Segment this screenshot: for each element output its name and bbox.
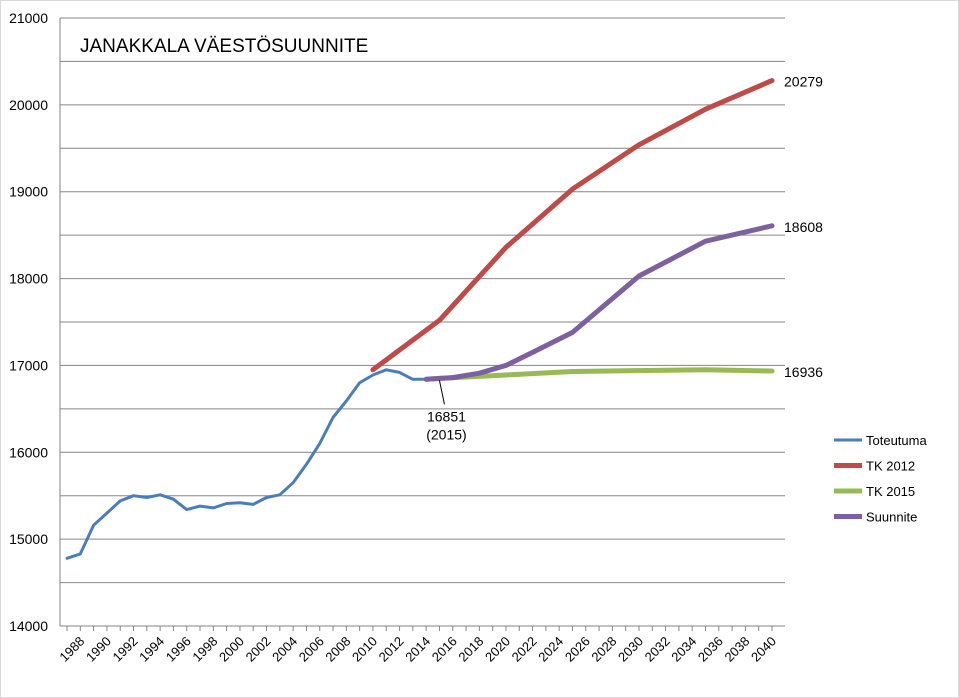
x-tick-label: 2036	[695, 634, 726, 665]
annotation-2015: 16851 (2015)	[426, 380, 467, 442]
x-tick-label: 1992	[110, 634, 141, 665]
annotation-value: 16851	[427, 408, 466, 424]
y-tick-label: 19000	[9, 184, 48, 200]
x-tick-label: 1996	[163, 634, 194, 665]
x-tick-label: 2010	[349, 634, 380, 665]
legend-label: TK 2015	[866, 484, 915, 499]
x-tick-label: 2014	[402, 634, 433, 665]
gridlines	[60, 17, 785, 584]
end-value-labels: 20279 18608 16936	[784, 74, 823, 380]
x-tick-label: 2002	[243, 634, 274, 665]
annotation-year: (2015)	[426, 426, 466, 442]
x-tick-label: 1998	[189, 634, 220, 665]
x-tick-label: 2006	[296, 634, 327, 665]
x-tick-label: 1994	[136, 634, 167, 665]
chart-title: JANAKKALA VÄESTÖSUUNNITE	[80, 36, 368, 57]
y-tick-label: 20000	[9, 97, 48, 113]
x-tick-label: 2028	[588, 634, 619, 665]
x-tick-label: 2038	[721, 634, 752, 665]
series-line-tk-2012	[370, 78, 775, 373]
end-label: 16936	[784, 364, 823, 380]
x-tick-label: 2016	[429, 634, 460, 665]
series-lines	[65, 78, 775, 560]
x-tick-label: 2022	[509, 634, 540, 665]
series-line-suunnite	[423, 223, 775, 382]
x-axis-ticks	[66, 626, 773, 631]
y-tick-label: 16000	[9, 444, 48, 460]
y-tick-label: 18000	[9, 271, 48, 287]
x-tick-label: 2026	[562, 634, 593, 665]
y-tick-label: 21000	[9, 10, 48, 26]
y-tick-label: 14000	[9, 618, 48, 634]
y-tick-label: 17000	[9, 357, 48, 373]
x-axis-labels: 1988199019921994199619982000200220042006…	[56, 634, 779, 665]
x-tick-label: 2034	[668, 634, 699, 665]
legend-label: Toteutuma	[866, 433, 927, 448]
x-tick-label: 2018	[455, 634, 486, 665]
series-line-toteutuma	[65, 368, 428, 560]
legend-label: Suunnite	[866, 510, 917, 525]
x-tick-label: 1990	[83, 634, 114, 665]
x-tick-label: 2012	[376, 634, 407, 665]
end-label: 18608	[784, 219, 823, 235]
x-tick-label: 2032	[642, 634, 673, 665]
annotation-leader-line	[438, 380, 445, 405]
x-tick-label: 1988	[56, 634, 87, 665]
x-tick-label: 2030	[615, 634, 646, 665]
x-tick-label: 2004	[269, 634, 300, 665]
legend: Toteutuma TK 2012 TK 2015 Suunnite	[834, 433, 927, 525]
y-axis-labels: 14000 15000 16000 17000 18000 19000 20000 21000	[9, 10, 48, 634]
x-tick-label: 2024	[535, 634, 566, 665]
y-tick-label: 15000	[9, 531, 48, 547]
end-label: 20279	[784, 74, 823, 90]
x-tick-label: 2020	[482, 634, 513, 665]
x-tick-label: 2040	[748, 634, 779, 665]
x-tick-label: 2008	[322, 634, 353, 665]
x-tick-label: 2000	[216, 634, 247, 665]
legend-label: TK 2012	[866, 459, 915, 474]
